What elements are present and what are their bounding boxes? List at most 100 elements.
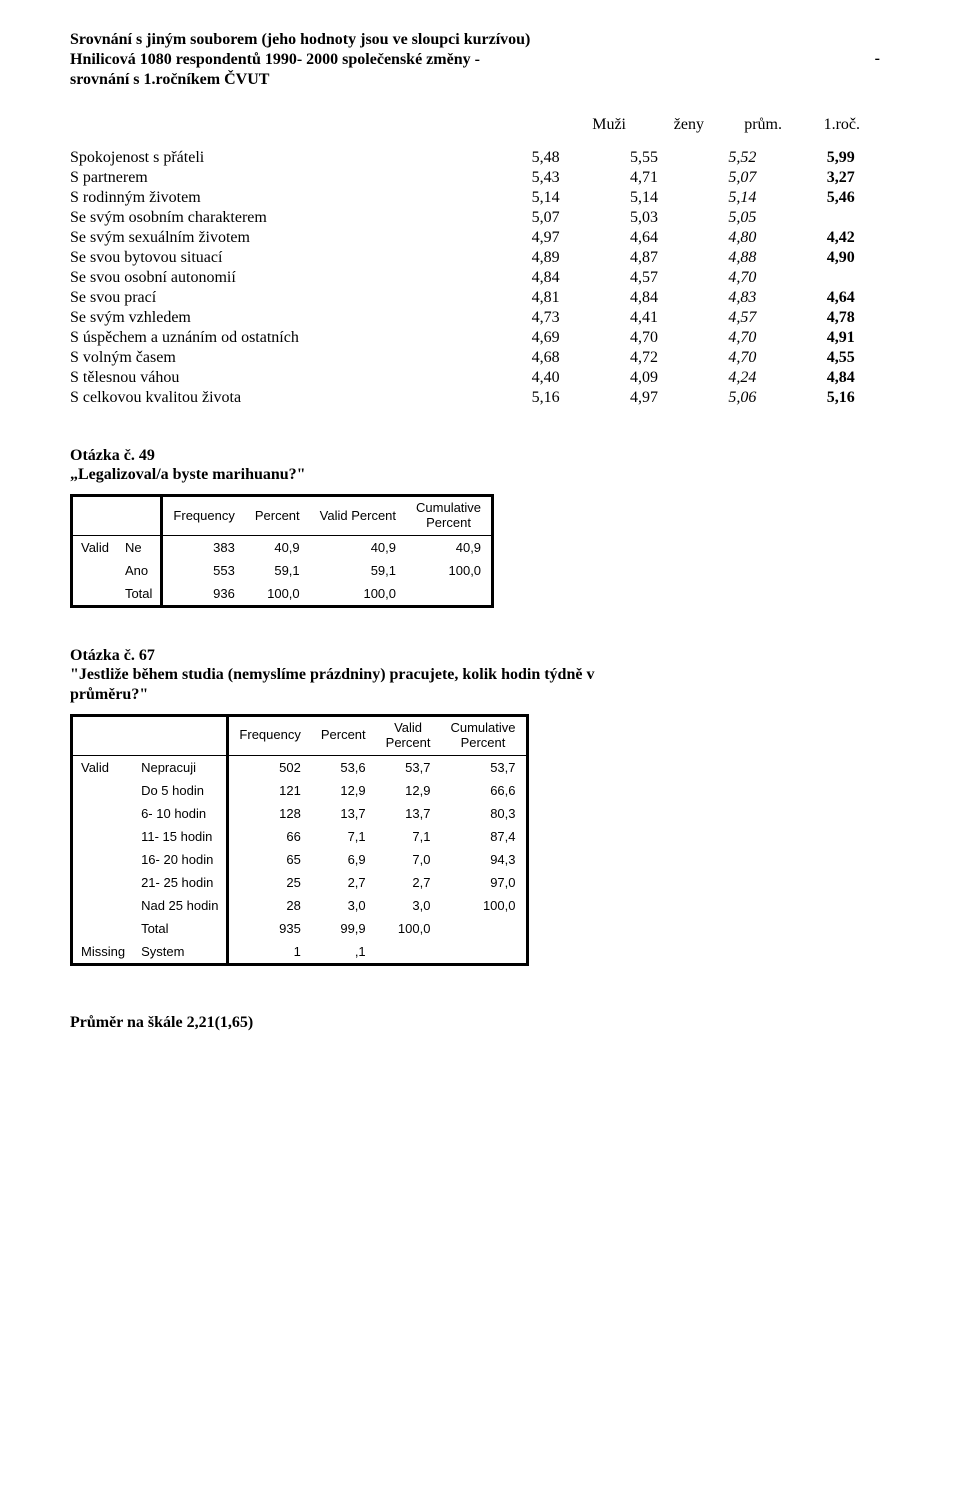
freq-value: 2,7 — [376, 871, 441, 894]
q67-title-line2: "Jestliže během studia (nemyslíme prázdn… — [70, 665, 890, 684]
freq-col-header: CumulativePercent — [440, 715, 527, 755]
stats-value: 5,07 — [496, 208, 594, 228]
freq-category: Do 5 hodin — [133, 779, 228, 802]
freq-group-label — [72, 802, 134, 825]
freq-value: 121 — [228, 779, 311, 802]
freq-value: 128 — [228, 802, 311, 825]
freq-value: 3,0 — [376, 894, 441, 917]
stats-value: 5,46 — [792, 188, 890, 208]
stats-value: 4,83 — [693, 288, 791, 308]
q49-title-line1: Otázka č. 49 — [70, 446, 890, 465]
freq-value: 3,0 — [311, 894, 376, 917]
freq-col-header: Frequency — [228, 715, 311, 755]
stats-value: 4,68 — [496, 348, 594, 368]
stats-value: 5,14 — [595, 188, 693, 208]
freq-group-label — [72, 559, 117, 582]
freq-category: Nad 25 hodin — [133, 894, 228, 917]
freq-row: ValidNepracuji50253,653,753,7 — [72, 755, 528, 779]
freq-value: 383 — [162, 536, 245, 560]
stats-label: S úspěchem a uznáním od ostatních — [70, 328, 496, 348]
freq-category: 16- 20 hodin — [133, 848, 228, 871]
stats-value: 4,87 — [595, 248, 693, 268]
stats-label: Se svou prací — [70, 288, 496, 308]
freq-value: 99,9 — [311, 917, 376, 940]
stats-value: 4,57 — [693, 308, 791, 328]
freq-category: Ne — [117, 536, 162, 560]
freq-row: 11- 15 hodin667,17,187,4 — [72, 825, 528, 848]
stats-label: Se svým vzhledem — [70, 308, 496, 328]
freq-value: 13,7 — [376, 802, 441, 825]
col-zeny: ženy — [644, 116, 704, 134]
stats-value: 4,09 — [595, 368, 693, 388]
freq-value: 100,0 — [440, 894, 527, 917]
freq-category: Total — [133, 917, 228, 940]
freq-value: 53,7 — [440, 755, 527, 779]
q67-frequency-table: FrequencyPercentValidPercentCumulativePe… — [70, 714, 529, 966]
stats-value: 4,73 — [496, 308, 594, 328]
stats-value: 4,71 — [595, 168, 693, 188]
stats-value: 4,97 — [595, 388, 693, 408]
freq-category: 11- 15 hodin — [133, 825, 228, 848]
freq-row: ValidNe38340,940,940,9 — [72, 536, 493, 560]
freq-category: 21- 25 hodin — [133, 871, 228, 894]
stats-value: 4,40 — [496, 368, 594, 388]
stats-row: Se svým sexuálním životem4,974,644,804,4… — [70, 228, 890, 248]
stats-row: Se svou osobní autonomií4,844,574,70 — [70, 268, 890, 288]
footer-average: Průměr na škále 2,21(1,65) — [70, 1014, 890, 1032]
col-prum: prům. — [722, 116, 782, 134]
freq-value: ,1 — [311, 940, 376, 965]
stats-value: 4,70 — [693, 268, 791, 288]
stats-value: 4,81 — [496, 288, 594, 308]
stats-value: 4,70 — [693, 348, 791, 368]
freq-value: 7,1 — [311, 825, 376, 848]
freq-value: 2,7 — [311, 871, 376, 894]
freq-group-label — [72, 871, 134, 894]
freq-row: Total93599,9100,0 — [72, 917, 528, 940]
freq-group-label — [72, 779, 134, 802]
freq-col-header: CumulativePercent — [406, 496, 493, 536]
stats-value: 5,16 — [792, 388, 890, 408]
page: Srovnání s jiným souborem (jeho hodnoty … — [0, 0, 960, 1499]
freq-row: Do 5 hodin12112,912,966,6 — [72, 779, 528, 802]
freq-col-header: Percent — [245, 496, 310, 536]
stats-value: 5,55 — [595, 148, 693, 168]
stats-value: 4,64 — [792, 288, 890, 308]
stats-row: S úspěchem a uznáním od ostatních4,694,7… — [70, 328, 890, 348]
stats-row: Se svým vzhledem4,734,414,574,78 — [70, 308, 890, 328]
freq-value: 553 — [162, 559, 245, 582]
stats-value: 5,99 — [792, 148, 890, 168]
stats-row: S rodinným životem5,145,145,145,46 — [70, 188, 890, 208]
col-1roc: 1.roč. — [800, 116, 860, 134]
freq-value: 97,0 — [440, 871, 527, 894]
freq-group-label — [72, 582, 117, 607]
header-line-2: Hnilicová 1080 respondentů 1990- 2000 sp… — [70, 50, 480, 70]
freq-value — [440, 917, 527, 940]
stats-value: 5,43 — [496, 168, 594, 188]
stats-row: S volným časem4,684,724,704,55 — [70, 348, 890, 368]
freq-value: 25 — [228, 871, 311, 894]
stats-label: Se svou osobní autonomií — [70, 268, 496, 288]
freq-category: Nepracuji — [133, 755, 228, 779]
stats-value: 4,70 — [693, 328, 791, 348]
q67-title: Otázka č. 67 "Jestliže během studia (nem… — [70, 646, 890, 704]
stats-value: 4,91 — [792, 328, 890, 348]
stats-label: S partnerem — [70, 168, 496, 188]
freq-value: 935 — [228, 917, 311, 940]
freq-category: 6- 10 hodin — [133, 802, 228, 825]
stats-value: 5,06 — [693, 388, 791, 408]
freq-value: 7,1 — [376, 825, 441, 848]
col-muzi: Muži — [566, 116, 626, 134]
freq-value: 87,4 — [440, 825, 527, 848]
stats-value: 4,97 — [496, 228, 594, 248]
stats-label: S volným časem — [70, 348, 496, 368]
freq-value: 66 — [228, 825, 311, 848]
q49-frequency-table: FrequencyPercentValid PercentCumulativeP… — [70, 494, 494, 608]
stats-value: 5,14 — [693, 188, 791, 208]
freq-value: 6,9 — [311, 848, 376, 871]
stats-value: 5,07 — [693, 168, 791, 188]
freq-value: 65 — [228, 848, 311, 871]
stats-label: S tělesnou váhou — [70, 368, 496, 388]
stats-label: S celkovou kvalitou života — [70, 388, 496, 408]
stats-value: 4,88 — [693, 248, 791, 268]
stats-value: 5,14 — [496, 188, 594, 208]
